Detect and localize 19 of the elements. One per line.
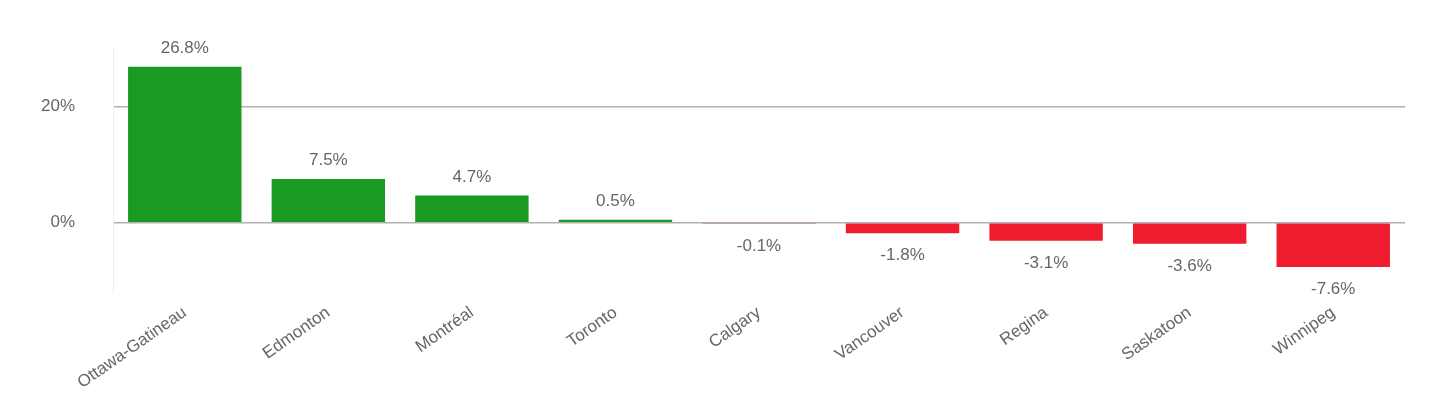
data-label: 0.5% (596, 191, 635, 211)
bar (128, 66, 242, 223)
y-tick-label: 20% (40, 96, 75, 116)
data-label: 26.8% (160, 38, 209, 58)
bar (1132, 223, 1247, 244)
bar (271, 179, 386, 223)
data-label: 4.7% (452, 166, 492, 186)
data-label: -3.6% (1167, 255, 1212, 275)
bar (415, 195, 529, 223)
y-tick-label: 0% (50, 212, 75, 232)
data-label: -1.8% (880, 245, 925, 265)
bar (558, 219, 673, 223)
data-label: -3.1% (1023, 252, 1069, 272)
bar (989, 223, 1103, 241)
bar (845, 223, 960, 234)
data-label: -0.1% (736, 235, 782, 255)
bar (1276, 223, 1390, 267)
data-label: -7.6% (1311, 279, 1356, 299)
data-label: 7.5% (308, 150, 348, 170)
